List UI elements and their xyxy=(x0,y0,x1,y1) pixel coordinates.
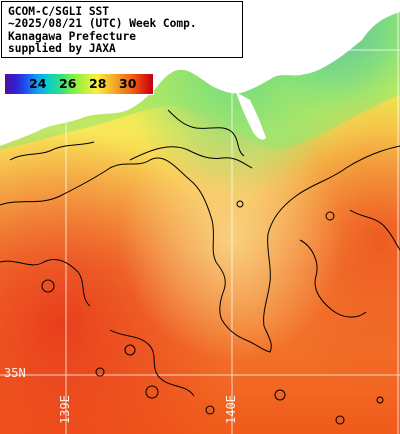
eddy-10 xyxy=(376,396,384,404)
isotherm-north xyxy=(129,146,253,169)
sst-colorbar: 24 26 28 30 xyxy=(4,73,154,95)
isotherm-far-south xyxy=(109,329,195,397)
colorbar-tick-30: 30 xyxy=(119,76,137,91)
eddy-5 xyxy=(205,405,215,415)
isotherm-bay xyxy=(167,109,245,157)
lat-label-35n: 35N xyxy=(4,366,26,380)
product-title: GCOM-C/SGLI SST xyxy=(8,5,110,18)
eddy-3 xyxy=(95,367,105,377)
isotherm-west-coast xyxy=(9,141,95,161)
eddy-1 xyxy=(41,279,55,293)
colorbar-tick-24: 24 xyxy=(29,76,47,91)
isotherm-main-front xyxy=(0,145,400,353)
product-info-box: GCOM-C/SGLI SST ~2025/08/21 (UTC) Week C… xyxy=(1,1,243,58)
lon-label-139e: 139E xyxy=(58,395,72,424)
land-izu-coast xyxy=(0,116,26,138)
region-name: Kanagawa Prefecture xyxy=(8,29,136,43)
isotherm-contours xyxy=(0,109,400,425)
eddy-7 xyxy=(335,415,345,425)
eddy-9 xyxy=(325,211,335,221)
composite-date: ~2025/08/21 (UTC) Week Comp. xyxy=(8,17,197,31)
data-provider: supplied by JAXA xyxy=(8,41,116,55)
eddy-8 xyxy=(236,200,244,208)
land-miura xyxy=(236,92,266,140)
colorbar-tick-28: 28 xyxy=(89,76,107,91)
eddy-2 xyxy=(124,344,136,356)
lon-label-140e: 140E xyxy=(224,395,238,424)
eddy-4 xyxy=(145,385,159,399)
isotherm-east xyxy=(299,239,367,318)
isotherm-south-west xyxy=(0,259,91,307)
colorbar-tick-26: 26 xyxy=(59,76,77,91)
eddy-6 xyxy=(274,389,286,401)
isotherm-mid-east xyxy=(349,209,400,251)
